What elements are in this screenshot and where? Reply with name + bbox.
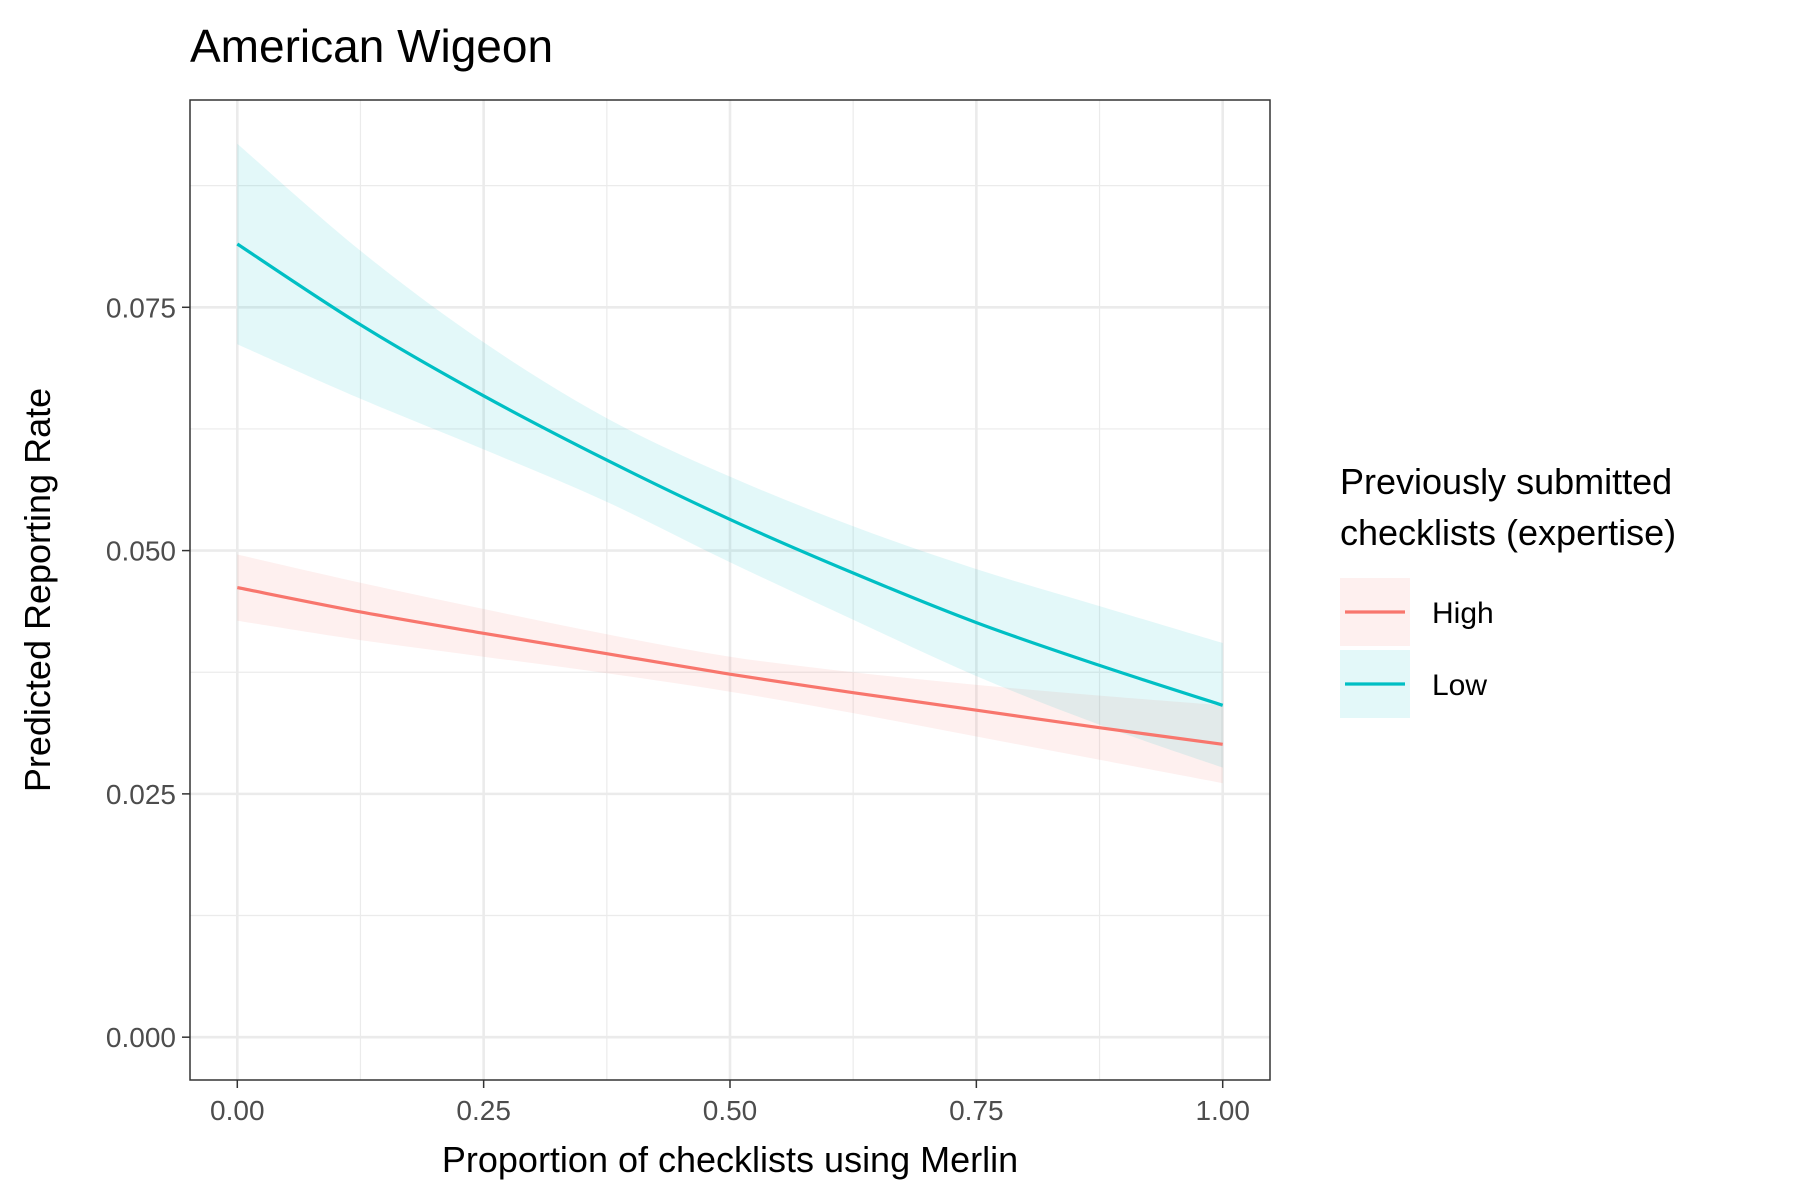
x-axis-title: Proportion of checklists using Merlin bbox=[442, 1139, 1018, 1180]
x-tick-label: 0.50 bbox=[703, 1095, 758, 1126]
y-axis-title: Predicted Reporting Rate bbox=[17, 388, 58, 792]
confidence-bands bbox=[237, 143, 1223, 784]
legend-title-line-1: Previously submitted bbox=[1340, 461, 1672, 502]
x-tick-label: 0.25 bbox=[456, 1095, 511, 1126]
y-tick-label: 0.075 bbox=[106, 292, 176, 323]
legend-item-low: Low bbox=[1340, 650, 1487, 718]
y-axis: 0.000 0.025 0.050 0.075 bbox=[106, 292, 190, 1053]
legend-title-line-2: checklists (expertise) bbox=[1340, 512, 1676, 553]
x-tick-label: 1.00 bbox=[1195, 1095, 1250, 1126]
y-tick-label: 0.000 bbox=[106, 1022, 176, 1053]
legend-label-low: Low bbox=[1432, 669, 1487, 702]
series-lines bbox=[236, 242, 1224, 746]
ribbon-low bbox=[237, 143, 1223, 768]
x-tick-label: 0.00 bbox=[210, 1095, 265, 1126]
x-axis: 0.00 0.25 0.50 0.75 1.00 bbox=[210, 1080, 1250, 1126]
chart-title: American Wigeon bbox=[190, 20, 553, 72]
legend: Previously submitted checklists (experti… bbox=[1340, 461, 1676, 718]
legend-label-high: High bbox=[1432, 597, 1494, 630]
grid-major bbox=[190, 100, 1270, 1080]
x-tick-label: 0.75 bbox=[949, 1095, 1004, 1126]
line-low bbox=[236, 242, 1224, 707]
line-high bbox=[236, 586, 1223, 746]
legend-item-high: High bbox=[1340, 578, 1494, 646]
y-tick-label: 0.025 bbox=[106, 779, 176, 810]
ribbon-high bbox=[237, 554, 1223, 784]
y-tick-label: 0.050 bbox=[106, 536, 176, 567]
